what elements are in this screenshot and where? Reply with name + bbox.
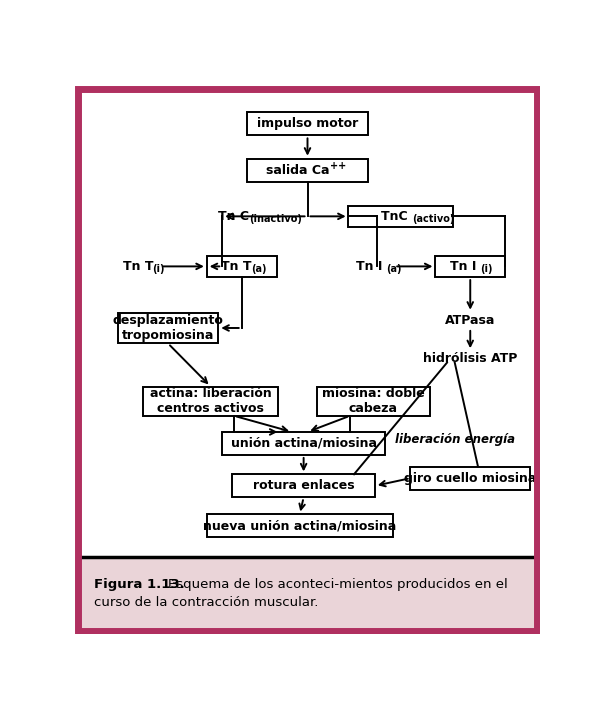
Text: hidrólisis ATP: hidrólisis ATP xyxy=(423,352,517,365)
Text: liberación energía: liberación energía xyxy=(395,433,515,446)
Bar xyxy=(118,313,218,343)
Text: Tn I: Tn I xyxy=(450,260,481,273)
Text: (i): (i) xyxy=(481,263,493,273)
Bar xyxy=(232,474,376,498)
Text: rotura enlaces: rotura enlaces xyxy=(253,479,355,492)
Bar xyxy=(247,159,368,182)
Bar xyxy=(143,387,278,416)
Text: (inactivo): (inactivo) xyxy=(250,214,302,224)
Text: (a): (a) xyxy=(386,263,401,273)
Bar xyxy=(436,256,505,277)
Bar xyxy=(247,112,368,135)
Text: nueva unión actina/miosina: nueva unión actina/miosina xyxy=(203,519,397,533)
Bar xyxy=(207,256,277,277)
Text: salida Ca: salida Ca xyxy=(266,164,330,177)
Text: Tn I: Tn I xyxy=(356,260,387,273)
Text: TnC: TnC xyxy=(381,210,412,223)
Text: (a): (a) xyxy=(251,263,266,273)
Text: ++: ++ xyxy=(331,160,347,170)
Text: curso de la contracción muscular.: curso de la contracción muscular. xyxy=(94,596,319,609)
Bar xyxy=(75,557,540,634)
Text: Tn T: Tn T xyxy=(221,260,256,273)
Bar xyxy=(410,466,530,490)
Bar xyxy=(348,206,453,227)
Text: actina: liberación
centros activos: actina: liberación centros activos xyxy=(150,387,271,415)
Text: (activo): (activo) xyxy=(412,214,455,224)
Bar xyxy=(222,432,385,455)
Bar xyxy=(207,514,393,538)
Text: ATPasa: ATPasa xyxy=(445,314,496,327)
Text: Tn T: Tn T xyxy=(123,260,158,273)
Text: Figura 1.13.: Figura 1.13. xyxy=(94,578,185,591)
Text: Tn C: Tn C xyxy=(218,210,254,223)
Bar xyxy=(317,387,430,416)
Text: unión actina/miosina: unión actina/miosina xyxy=(230,437,377,450)
Text: (i): (i) xyxy=(152,263,165,273)
Text: impulso motor: impulso motor xyxy=(257,117,358,130)
Text: miosina: doble
cabeza: miosina: doble cabeza xyxy=(322,387,425,415)
Text: Esquema de los aconteci­mientos producidos en el: Esquema de los aconteci­mientos producid… xyxy=(168,578,508,591)
Text: desplazamiento
tropomiosina: desplazamiento tropomiosina xyxy=(113,314,223,342)
Text: giro cuello miosina: giro cuello miosina xyxy=(404,471,536,485)
